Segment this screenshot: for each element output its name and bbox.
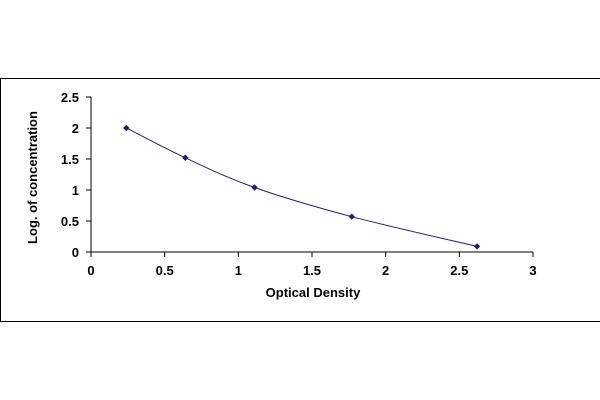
y-tick-label: 1.5	[61, 152, 79, 167]
y-tick-label: 1	[72, 183, 79, 198]
y-axis-title: Log. of concentration	[25, 111, 40, 244]
chart-frame	[0, 78, 600, 322]
y-ticks: 0 0.5 1 1.5 2 2.5	[61, 90, 91, 260]
x-tick-label: 2	[382, 263, 389, 278]
y-tick-label: 0	[72, 245, 79, 260]
x-tick-label: 1.5	[303, 263, 321, 278]
x-tick-label: 3	[529, 263, 536, 278]
y-tick-label: 0.5	[61, 214, 79, 229]
data-point-marker	[348, 213, 355, 220]
data-point-marker	[251, 184, 258, 191]
data-points	[123, 124, 481, 250]
data-point-marker	[473, 243, 481, 250]
x-axis-title: Optical Density	[266, 285, 361, 300]
x-tick-label: 1	[235, 263, 242, 278]
x-ticks: 0 0.5 1 1.5 2 2.5 3	[87, 252, 537, 278]
x-tick-label: 0	[87, 263, 94, 278]
y-tick-label: 2.5	[61, 90, 79, 105]
fitted-curve	[126, 127, 478, 247]
x-tick-label: 2.5	[450, 263, 468, 278]
y-tick-label: 2	[72, 121, 79, 136]
data-point-marker	[182, 154, 189, 161]
data-point-marker	[123, 124, 130, 132]
axes	[90, 97, 533, 253]
x-tick-label: 0.5	[156, 263, 174, 278]
